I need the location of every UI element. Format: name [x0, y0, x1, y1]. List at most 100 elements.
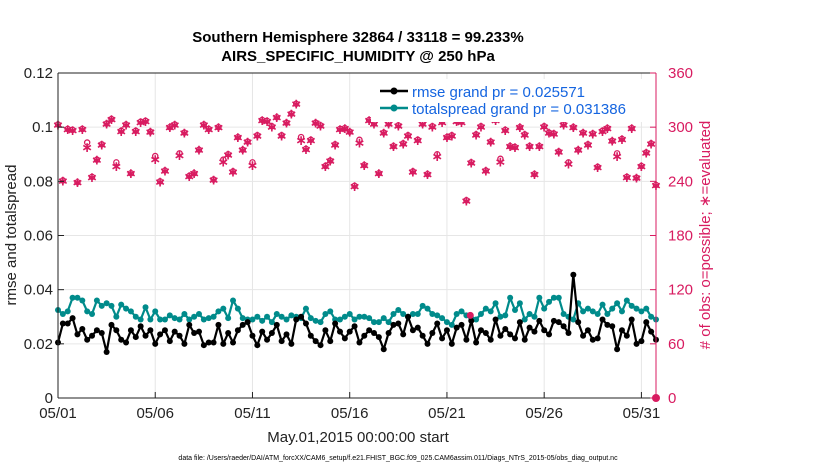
obs-possible-marker: [83, 139, 91, 146]
obs-evaluated-marker: ∗: [242, 135, 254, 151]
obs-possible-marker: [570, 123, 577, 131]
totalspread-point: [623, 297, 630, 304]
data-file-footnote: data file: /Users/raeder/DAI/ATM_forcXX/…: [178, 455, 618, 462]
rmse-point: [448, 340, 455, 347]
totalspread-point: [210, 313, 217, 320]
rmse-point: [273, 321, 280, 328]
totalspread-point: [142, 304, 149, 311]
obs-possible-marker: [147, 128, 154, 135]
obs-possible-marker: [224, 150, 232, 158]
obs-possible-marker: [297, 133, 305, 141]
rmse-point: [468, 317, 475, 324]
y2-tick-label: 360: [668, 65, 693, 82]
rmse-point: [132, 334, 139, 341]
totalspread-point: [191, 313, 198, 320]
totalspread-point: [195, 311, 202, 318]
rmse-point: [171, 328, 178, 335]
obs-evaluated-marker: ∗: [188, 166, 200, 182]
obs-evaluated-marker: ∗: [349, 179, 361, 195]
obs-evaluated-marker: ∗: [514, 120, 526, 136]
obs-evaluated-marker: ∗: [183, 169, 195, 185]
rmse-point: [64, 320, 71, 327]
y-tick-label: 0.02: [24, 336, 53, 353]
totalspread-point: [307, 315, 314, 322]
rmse-point: [264, 336, 271, 343]
chart-subtitle: AIRS_SPECIFIC_HUMIDITY @ 250 hPa: [221, 48, 495, 65]
obs-evaluated-marker: ∗: [285, 107, 297, 123]
totalspread-point: [512, 306, 519, 313]
y-tick-label: 0.06: [24, 228, 53, 245]
y2-tick-label: 300: [668, 119, 693, 136]
obs-possible-marker: [312, 119, 319, 126]
obs-evaluated-marker: ∗: [461, 193, 473, 209]
totalspread-point: [424, 305, 431, 312]
totalspread-point: [200, 316, 207, 323]
totalspread-point: [429, 311, 436, 318]
obs-possible-marker: [268, 123, 276, 130]
rmse-point: [594, 335, 601, 342]
obs-possible-marker: [433, 150, 441, 158]
rmse-point: [541, 327, 548, 334]
totalspread-point: [390, 311, 397, 318]
obs-evaluated-marker: ∗: [563, 156, 575, 172]
obs-possible-marker: [317, 122, 324, 129]
totalspread-point: [127, 308, 134, 315]
totalspread-point: [215, 308, 222, 315]
obs-evaluated-marker: ∗: [480, 164, 492, 180]
totalspread-point: [98, 302, 105, 309]
obs-evaluated-marker: ∗: [616, 132, 628, 148]
obs-possible-marker: [463, 197, 470, 204]
totalspread-point: [439, 315, 446, 322]
rmse-point: [244, 319, 251, 326]
rmse-point: [521, 336, 528, 343]
y2-tick-label: 0: [668, 390, 676, 407]
obs-evaluated-marker: ∗: [417, 117, 429, 133]
totalspread-point: [176, 316, 183, 323]
rmse-point: [405, 313, 412, 320]
obs-possible-marker: [341, 124, 349, 132]
obs-evaluated-marker: ∗: [543, 126, 555, 142]
x-tick-label: 05/06: [136, 405, 174, 422]
totalspread-point: [171, 315, 178, 322]
obs-evaluated-marker: ∗: [412, 133, 424, 149]
legend-rmse-label: rmse grand pr = 0.025571: [412, 84, 585, 101]
rmse-point: [546, 331, 553, 338]
obs-evaluated-marker: ∗: [602, 121, 614, 137]
obs-possible-marker: [351, 182, 358, 190]
series-lines: [55, 271, 659, 355]
obs-evaluated-marker: ∗: [611, 149, 623, 165]
obs-possible-marker: [283, 119, 290, 126]
obs-possible-marker: [200, 121, 208, 128]
obs-evaluated-marker: ∗: [645, 136, 657, 152]
obs-possible-marker: [273, 113, 281, 121]
totalspread-point: [482, 305, 489, 312]
totalspread-point: [322, 311, 329, 318]
obs-evaluated-marker: ∗: [329, 137, 341, 153]
obs-possible-marker: [638, 162, 645, 170]
totalspread-point: [618, 308, 625, 315]
rmse-point: [259, 328, 266, 335]
obs-possible-marker: [171, 121, 178, 128]
totalspread-point: [550, 294, 557, 301]
obs-possible-marker: [429, 123, 436, 130]
totalspread-point: [453, 311, 460, 318]
totalspread-point: [84, 308, 91, 315]
obs-possible-marker: [69, 126, 76, 134]
totalspread-point: [157, 316, 164, 323]
obs-possible-marker: [161, 167, 169, 174]
rmse-point: [351, 323, 358, 330]
obs-possible-marker: [380, 129, 387, 136]
totalspread-point: [259, 317, 266, 324]
legend-box: [371, 79, 648, 122]
totalspread-point: [351, 316, 358, 323]
totalspread-point: [361, 313, 368, 320]
rmse-point: [152, 340, 159, 347]
rmse-point: [147, 327, 154, 334]
obs-possible-marker: [604, 124, 611, 132]
totalspread-point: [628, 302, 635, 309]
obs-evaluated-marker: ∗: [300, 142, 312, 158]
obs-evaluated-marker: ∗: [281, 116, 293, 132]
legend-rmse-marker: [390, 87, 398, 95]
obs-evaluated-marker: ∗: [271, 110, 283, 126]
